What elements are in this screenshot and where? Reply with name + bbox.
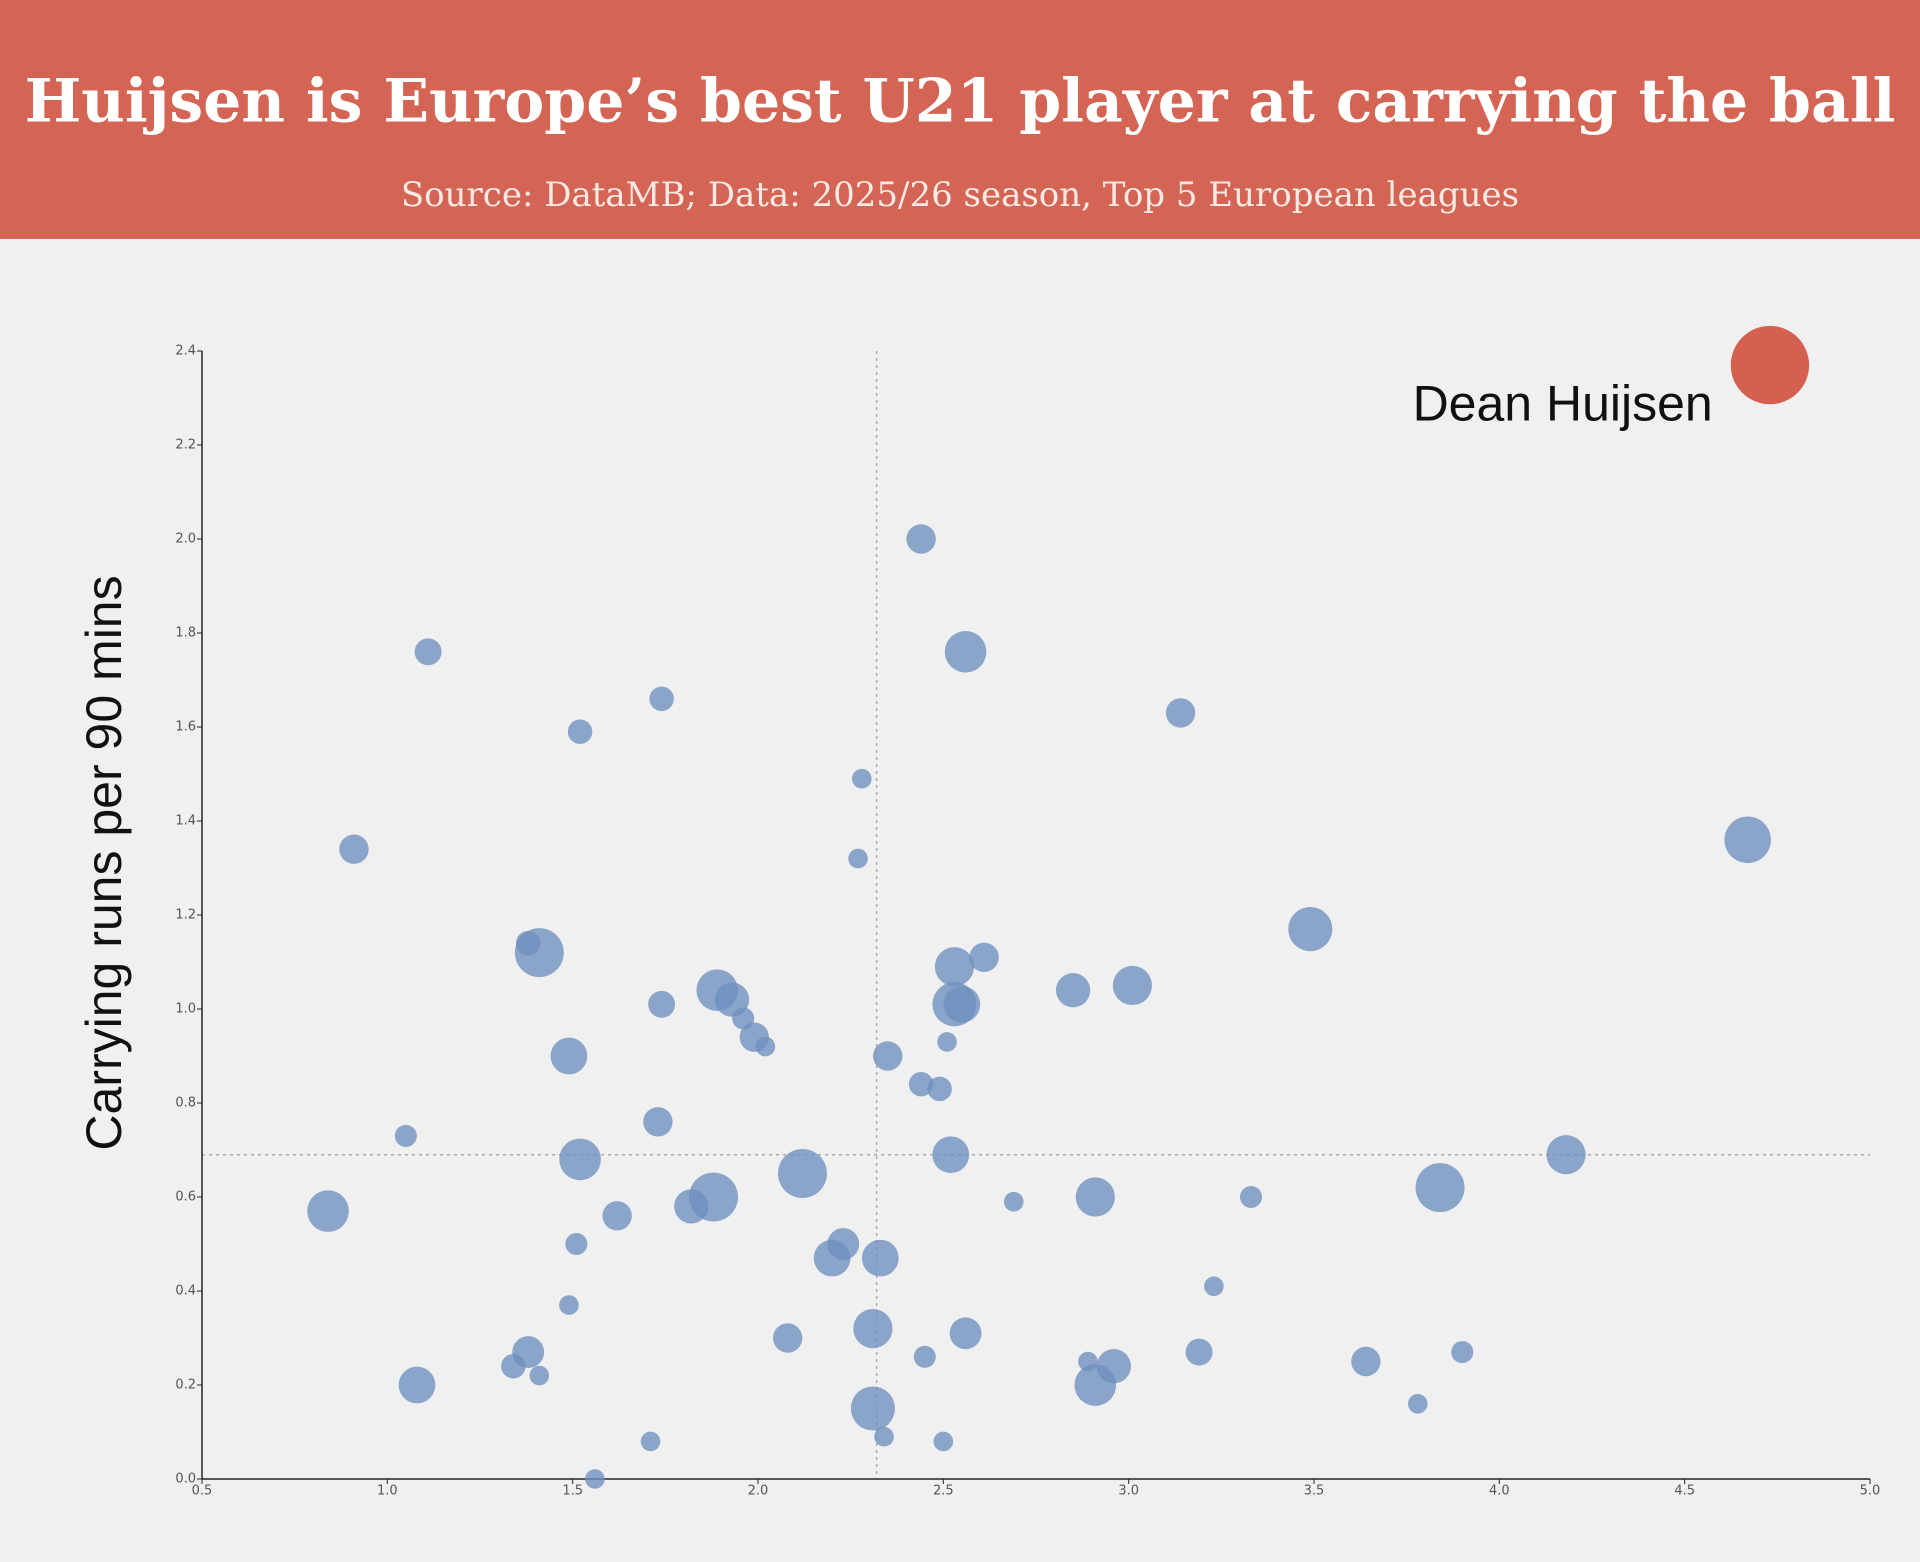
y-tick-label: 1.2	[175, 908, 196, 923]
y-tick-label: 0.8	[175, 1096, 196, 1111]
bubble	[944, 630, 987, 673]
chart-title: Huijsen is Europe’s best U21 player at c…	[25, 67, 1896, 137]
bubble	[1407, 1394, 1428, 1414]
bubble	[1204, 1276, 1224, 1297]
bubble	[559, 1295, 579, 1315]
bubble	[339, 834, 369, 864]
y-tick-label: 0.4	[175, 1284, 196, 1299]
bubble	[1003, 1191, 1024, 1212]
bubble	[501, 1353, 526, 1379]
bubble	[529, 1365, 550, 1386]
bubble	[649, 686, 674, 712]
bubble	[1185, 1338, 1213, 1366]
bubble	[969, 942, 999, 972]
chart-subtitle: Source: DataMB; Data: 2025/26 season, To…	[401, 175, 1519, 215]
y-tick-label: 1.6	[175, 720, 196, 735]
x-tick-label: 3.0	[1118, 1484, 1139, 1499]
x-tick-label: 3.5	[1304, 1484, 1325, 1499]
x-tick-label: 2.5	[933, 1484, 954, 1499]
bubble	[1288, 907, 1333, 952]
bubble	[772, 1323, 803, 1353]
y-tick-label: 2.2	[175, 438, 196, 453]
bubble	[1415, 1163, 1465, 1213]
bubble	[643, 1107, 673, 1137]
bubble	[913, 1345, 936, 1368]
bubble	[674, 1189, 709, 1224]
bubble	[585, 1469, 605, 1489]
x-tick-label: 1.0	[377, 1484, 398, 1499]
x-tick-label: 2.0	[748, 1484, 769, 1499]
x-tick-label: 1.5	[562, 1484, 583, 1499]
bubble	[848, 848, 868, 869]
bubble	[937, 1032, 957, 1052]
bubble	[1724, 816, 1771, 864]
bubble	[1546, 1135, 1586, 1175]
bubble	[550, 1037, 588, 1075]
y-tick-label: 1.0	[175, 1002, 196, 1017]
bubble	[1075, 1177, 1115, 1217]
bubble	[307, 1190, 349, 1232]
bubble	[933, 1431, 954, 1452]
bubble	[853, 1309, 893, 1349]
bubble	[851, 768, 872, 789]
bubble	[1730, 325, 1810, 405]
y-tick-label: 1.4	[175, 814, 196, 829]
y-tick-label: 0.6	[175, 1190, 196, 1205]
bubble	[602, 1201, 632, 1231]
bubble	[755, 1036, 776, 1057]
bubble	[1165, 698, 1196, 728]
y-tick-label: 0.0	[175, 1472, 196, 1487]
bubble	[567, 719, 593, 744]
bubble	[1074, 1364, 1117, 1406]
point-label: Dean Huijsen	[1413, 375, 1713, 431]
bubble	[934, 947, 975, 987]
y-tick-label: 0.2	[175, 1378, 196, 1393]
bubble	[850, 1386, 895, 1431]
bubble	[927, 1076, 952, 1102]
y-tick-label: 2.0	[175, 532, 196, 547]
bubble	[932, 1136, 970, 1174]
bubble	[1239, 1185, 1263, 1209]
bubble	[813, 1239, 851, 1277]
bubble	[514, 928, 564, 978]
bubble	[861, 1239, 899, 1277]
bubble	[906, 524, 936, 554]
bubble	[394, 1124, 417, 1147]
bubble	[1451, 1341, 1474, 1364]
bubble	[949, 1317, 982, 1350]
y-tick-label: 2.4	[175, 344, 196, 359]
bubble	[414, 638, 442, 666]
bubble	[1112, 965, 1152, 1006]
bubble	[398, 1366, 436, 1404]
y-axis-label: Carrying runs per 90 mins	[76, 575, 132, 1150]
bubble	[874, 1426, 894, 1447]
x-tick-label: 0.5	[192, 1484, 213, 1499]
bubble	[908, 1071, 934, 1097]
x-tick-label: 5.0	[1860, 1484, 1881, 1499]
bubble	[648, 990, 676, 1018]
header-band	[0, 0, 1920, 239]
bubble	[1055, 973, 1091, 1008]
bubble	[640, 1431, 661, 1452]
bubble	[1351, 1346, 1381, 1377]
bubble	[565, 1232, 588, 1256]
bubble	[873, 1041, 903, 1071]
x-tick-label: 4.0	[1489, 1484, 1510, 1499]
bubble	[943, 985, 981, 1023]
bubble	[777, 1149, 827, 1198]
bubble	[559, 1138, 601, 1181]
x-tick-label: 4.5	[1674, 1484, 1695, 1499]
y-tick-label: 1.8	[175, 626, 196, 641]
